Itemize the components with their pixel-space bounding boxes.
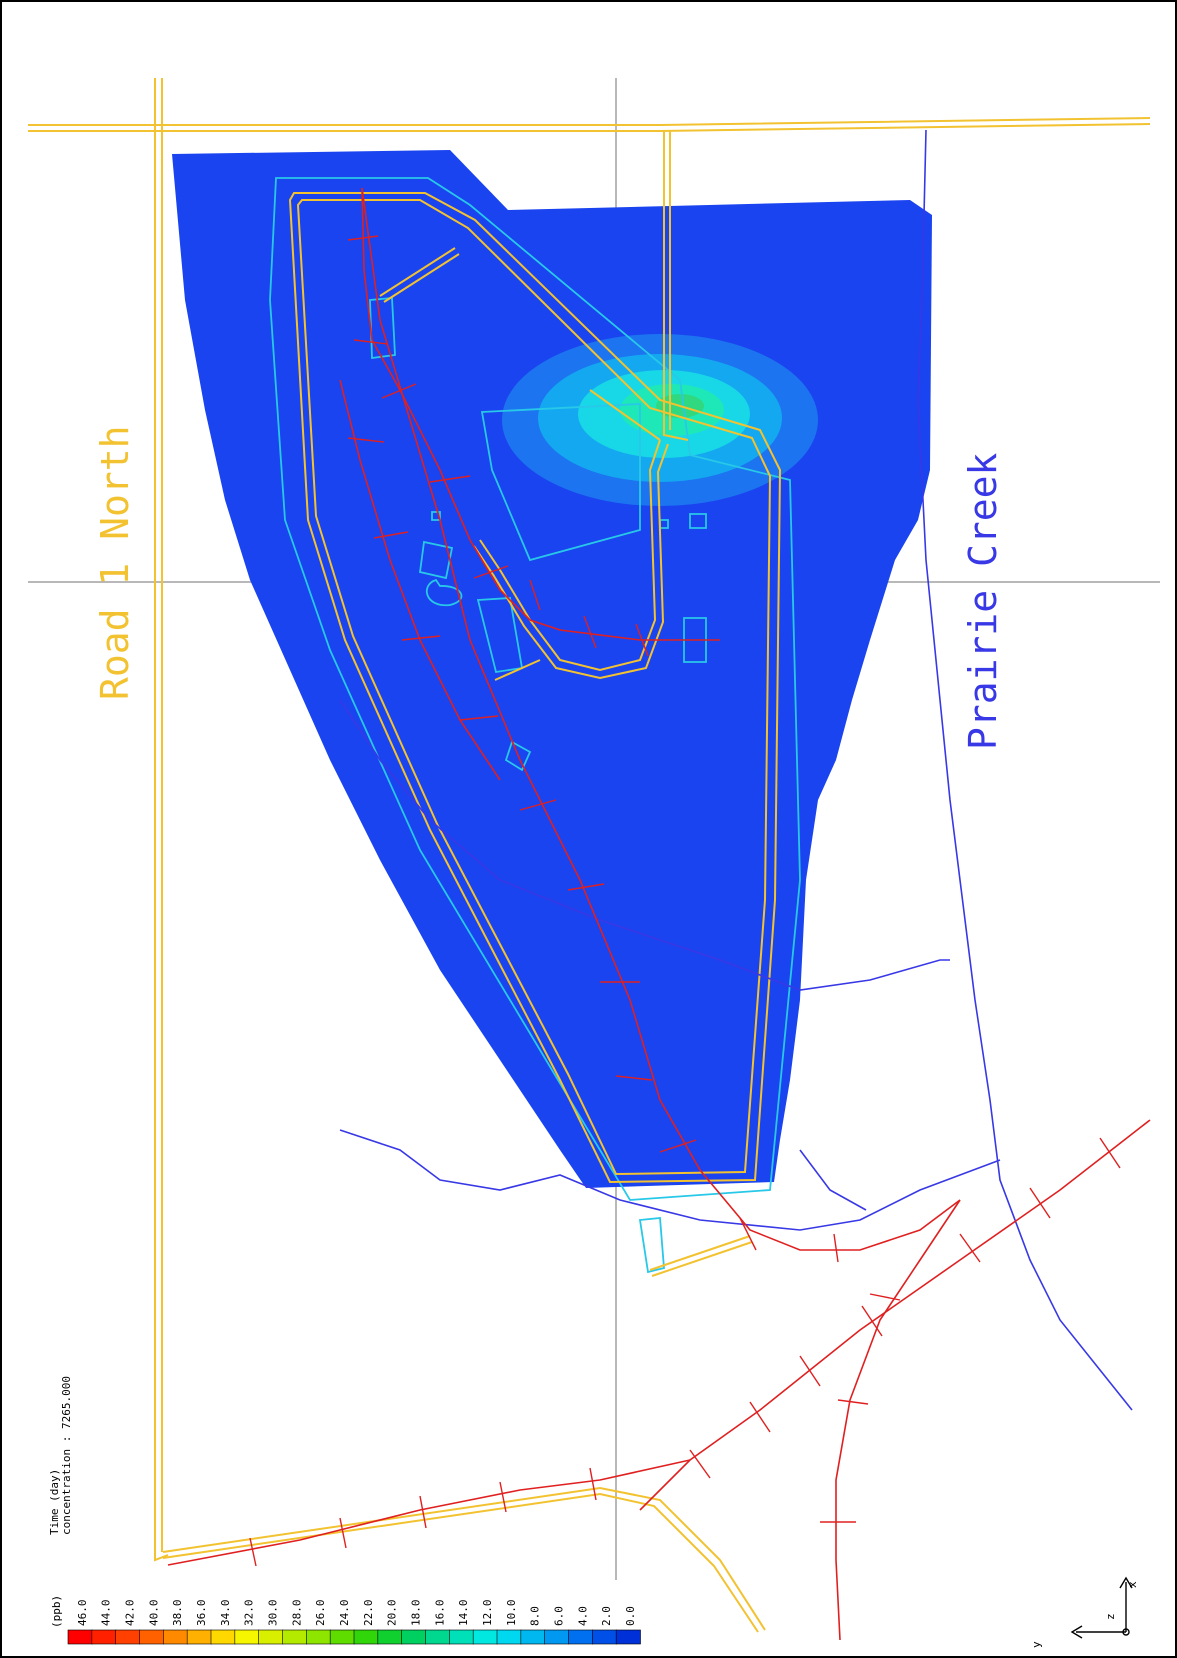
legend-swatch (67, 1629, 93, 1645)
legend-swatch (377, 1629, 403, 1645)
railways (167, 187, 1151, 1641)
roads (28, 78, 1151, 1633)
legend-tick-label: 10.0 (505, 1600, 518, 1627)
legend-swatch (306, 1629, 331, 1645)
legend-swatch (353, 1629, 379, 1645)
legend-tick-label: 30.0 (267, 1600, 280, 1627)
legend-swatch (544, 1629, 570, 1645)
legend-tick-label: 34.0 (219, 1600, 232, 1627)
time-label: Time (day) (48, 1469, 61, 1535)
legend-tick-label: 12.0 (481, 1600, 494, 1627)
legend-swatch (425, 1629, 451, 1645)
legend-tick-label: 36.0 (195, 1600, 208, 1627)
axis-z-label: z (1104, 1613, 1117, 1620)
legend-tick-label: 2.0 (600, 1606, 613, 1626)
legend-tick-label: 40.0 (147, 1600, 160, 1627)
legend-tick-label: 46.0 (76, 1600, 89, 1627)
legend-swatch (401, 1629, 427, 1645)
legend-tick-label: 14.0 (457, 1600, 470, 1627)
legend-swatch (163, 1629, 188, 1645)
legend-tick-label: 4.0 (576, 1606, 589, 1626)
legend-swatch (496, 1629, 522, 1645)
legend-swatch (115, 1629, 141, 1645)
road-label: Road 1 North (93, 425, 137, 700)
plume-region (172, 150, 932, 1188)
legend-unit: (ppb) (50, 1595, 63, 1628)
legend-swatch (91, 1629, 117, 1645)
legend-tick-label: 20.0 (386, 1600, 399, 1627)
legend-swatch (234, 1629, 260, 1645)
legend-tick-label: 38.0 (171, 1600, 184, 1627)
legend-tick-label: 0.0 (624, 1606, 637, 1626)
legend-tick-label: 16.0 (433, 1600, 446, 1627)
time-value: concentration : 7265.000 (60, 1376, 73, 1535)
legend-color-bar (67, 1629, 641, 1645)
legend-swatch (449, 1629, 474, 1645)
creek-label: Prairie Creek (961, 452, 1005, 750)
rail-ties (249, 235, 1121, 1567)
legend-tick-label: 28.0 (290, 1600, 303, 1627)
legend-tick-label: 6.0 (553, 1606, 566, 1626)
axis-x-label: x (1126, 1581, 1139, 1588)
legend-tick-label: 44.0 (100, 1600, 113, 1627)
legend-tick-label: 8.0 (529, 1606, 542, 1626)
legend-swatch (592, 1629, 617, 1645)
legend-tick-label: 22.0 (362, 1600, 375, 1627)
legend-swatch (186, 1629, 212, 1645)
axis-triad (1070, 1576, 1133, 1639)
legend-tick-label: 42.0 (124, 1600, 137, 1627)
creeks (339, 129, 1133, 1411)
legend-tick-label: 26.0 (314, 1600, 327, 1627)
legend-swatch (520, 1629, 546, 1645)
legend-swatch (258, 1629, 284, 1645)
axis-y-label: y (1030, 1641, 1043, 1648)
plume-hotspot (502, 334, 818, 506)
legend-tick-labels: 46.0 44.0 42.0 40.0 38.0 36.0 34.0 32.0 30.0 28.0… (76, 1600, 637, 1627)
legend-swatch (568, 1629, 594, 1645)
legend-swatch (615, 1629, 641, 1645)
legend-tick-label: 18.0 (410, 1600, 423, 1627)
legend-swatch (282, 1629, 308, 1645)
legend-swatch (329, 1629, 355, 1645)
legend-swatch (472, 1629, 498, 1645)
legend-swatch (139, 1629, 165, 1645)
legend-tick-label: 24.0 (338, 1600, 351, 1627)
legend-tick-label: 32.0 (243, 1600, 256, 1627)
legend-swatch (210, 1629, 236, 1645)
